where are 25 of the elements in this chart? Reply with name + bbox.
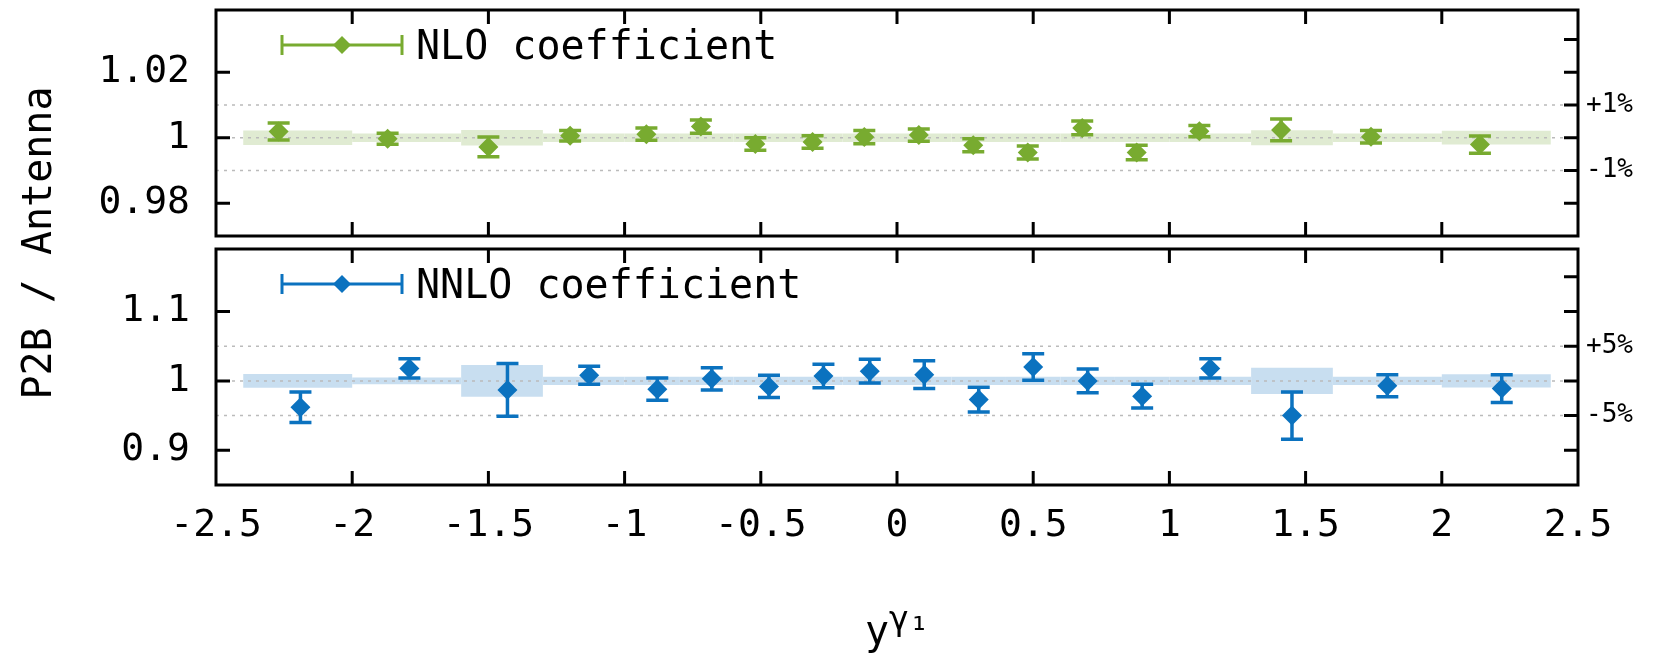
x-tick-label: -1 xyxy=(601,500,648,545)
y-tick-label: 1.1 xyxy=(121,286,190,331)
y-tick-label: 1.02 xyxy=(98,47,190,92)
y2-tick-label: +5% xyxy=(1586,328,1634,359)
legend-label: NNLO coefficient xyxy=(416,261,802,307)
y-tick-label: 1 xyxy=(167,112,190,157)
y-tick-label: 0.98 xyxy=(98,178,190,223)
x-tick-label: 1 xyxy=(1157,500,1181,545)
x-tick-label: -2 xyxy=(329,500,376,545)
x-tick-label: 1.5 xyxy=(1271,500,1340,545)
x-axis-title: y$^{γ₁}$ xyxy=(864,598,930,654)
y2-tick-label: -1% xyxy=(1586,153,1634,184)
x-tick-label: 0.5 xyxy=(998,500,1068,545)
x-tick-label: -0.5 xyxy=(715,500,807,545)
x-tick-label: 0 xyxy=(885,500,909,545)
y-tick-label: 1 xyxy=(167,355,190,400)
y-tick-label: 0.9 xyxy=(121,425,190,470)
y-axis-title: P2B / Antenna xyxy=(14,86,60,400)
x-tick-label: 2 xyxy=(1430,500,1454,545)
y2-tick-label: +1% xyxy=(1586,87,1634,118)
x-tick-label: 2.5 xyxy=(1543,500,1613,545)
legend-label: NLO coefficient xyxy=(416,22,778,68)
x-tick-label: -2.5 xyxy=(170,500,262,545)
y2-tick-label: -5% xyxy=(1586,398,1634,429)
x-tick-label: -1.5 xyxy=(442,500,535,545)
